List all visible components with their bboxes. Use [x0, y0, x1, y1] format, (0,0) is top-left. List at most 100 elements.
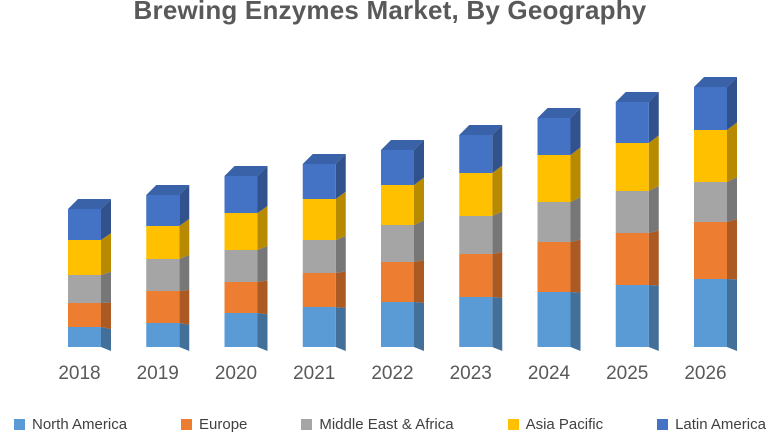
bar-side-2018-asia-pacific [101, 233, 111, 275]
bar-side-2020-latin-america [257, 166, 268, 213]
bar-side-2020-middle-east-africa [257, 246, 268, 282]
bar-side-2021-north-america [335, 307, 346, 351]
bar-top-face-2022 [381, 140, 424, 150]
legend-label-north-america: North America [32, 416, 128, 433]
legend-item-asia-pacific: Asia Pacific [507, 416, 604, 433]
bar-segment-2022-latin-america [381, 150, 414, 185]
bar-side-2022-asia-pacific [414, 177, 424, 225]
bar-segment-2025-north-america [615, 285, 649, 347]
bar-side-2025-europe [648, 230, 659, 286]
bar-side-2023-latin-america [492, 125, 503, 173]
bar-top-face-2026 [694, 77, 737, 87]
bar-side-2025-middle-east-africa [648, 186, 659, 233]
legend-label-latin-america: Latin America [675, 416, 766, 433]
bar-side-2023-asia-pacific [492, 165, 503, 216]
bar-side-2024-europe [570, 239, 581, 293]
bar-segment-2026-europe [694, 222, 727, 279]
bar-side-2026-europe [727, 219, 737, 280]
bar-segment-2018-latin-america [68, 209, 101, 240]
legend-swatch-asia-pacific [507, 419, 519, 430]
bar-segment-2021-north-america [302, 307, 336, 347]
bar-segment-2026-asia-pacific [694, 130, 727, 182]
bar-segment-2020-asia-pacific [224, 213, 258, 250]
bar-side-2026-middle-east-africa [727, 177, 737, 222]
bar-segment-2022-north-america [381, 302, 414, 347]
bar-segment-2025-latin-america [615, 102, 649, 143]
bar-segment-2020-europe [224, 282, 258, 313]
bar-side-2019-middle-east-africa [179, 254, 190, 291]
bar-segment-2018-asia-pacific [68, 240, 101, 275]
bar-side-2018-north-america [101, 327, 111, 351]
bar-segment-2019-north-america [146, 323, 180, 347]
bar-side-2024-north-america [570, 292, 581, 351]
legend-label-asia-pacific: Asia Pacific [525, 416, 604, 433]
bar-side-2023-middle-east-africa [492, 211, 503, 254]
bar-segment-2024-north-america [537, 292, 571, 347]
bar-segment-2025-asia-pacific [615, 143, 649, 191]
legend-item-middle-east-africa: Middle East & Africa [301, 416, 454, 433]
x-label-2018: 2018 [58, 363, 101, 384]
bar-side-2026-latin-america [727, 77, 737, 130]
bar-segment-2021-latin-america [302, 164, 336, 199]
bar-segment-2026-latin-america [694, 87, 727, 130]
bar-segment-2019-latin-america [146, 195, 180, 226]
bar-side-2024-asia-pacific [570, 147, 581, 202]
bar-segment-2019-middle-east-africa [146, 259, 180, 291]
legend-item-latin-america: Latin America [657, 416, 766, 433]
chart-title: Brewing Enzymes Market, By Geography [133, 0, 647, 25]
legend-item-north-america: North America [14, 416, 127, 433]
bar-side-2022-middle-east-africa [414, 220, 424, 262]
bar-segment-2018-middle-east-africa [68, 275, 101, 303]
bar-side-2026-asia-pacific [727, 122, 737, 182]
bar-segment-2023-middle-east-africa [459, 216, 493, 254]
bar-segment-2019-europe [146, 291, 180, 323]
bar-segment-2022-asia-pacific [381, 185, 414, 225]
bar-segment-2020-north-america [224, 313, 258, 347]
legend-swatch-middle-east-africa [301, 419, 313, 430]
bar-segment-2026-north-america [694, 279, 727, 347]
x-label-2023: 2023 [449, 363, 492, 384]
bar-side-2019-europe [179, 289, 190, 325]
x-label-2024: 2024 [527, 363, 571, 384]
bar-side-2024-latin-america [570, 108, 581, 155]
x-label-2022: 2022 [371, 363, 414, 384]
bar-side-2020-asia-pacific [257, 206, 268, 250]
bar-segment-2023-latin-america [459, 135, 493, 173]
bar-side-2018-europe [101, 302, 111, 329]
bar-side-2025-asia-pacific [648, 135, 659, 191]
bar-top-face-2019 [146, 185, 190, 195]
bar-side-2019-north-america [179, 323, 190, 351]
bar-side-2021-asia-pacific [335, 191, 346, 240]
legend-swatch-latin-america [657, 419, 669, 430]
bar-segment-2021-middle-east-africa [302, 240, 336, 273]
bar-side-2021-middle-east-africa [335, 235, 346, 273]
bar-segment-2023-europe [459, 254, 493, 297]
bar-side-2018-middle-east-africa [101, 271, 111, 303]
bar-side-2019-latin-america [179, 185, 190, 226]
x-label-2025: 2025 [606, 363, 649, 384]
bar-side-2018-latin-america [101, 199, 111, 240]
legend-label-europe: Europe [199, 416, 248, 433]
bar-side-2022-north-america [414, 302, 424, 351]
bar-top-face-2020 [224, 166, 268, 176]
bar-segment-2022-europe [381, 262, 414, 302]
x-label-2021: 2021 [293, 363, 336, 384]
bar-segment-2018-europe [68, 303, 101, 327]
legend-swatch-north-america [14, 419, 25, 430]
bar-side-2021-europe [335, 271, 346, 308]
bar-segment-2022-middle-east-africa [381, 225, 414, 262]
bar-side-2023-europe [492, 251, 503, 298]
bar-side-2022-europe [414, 259, 424, 303]
bar-segment-2025-europe [615, 233, 649, 285]
bar-side-2019-asia-pacific [179, 218, 190, 259]
bar-side-2022-latin-america [414, 140, 424, 185]
bar-side-2024-middle-east-africa [570, 197, 581, 242]
bar-top-face-2021 [302, 154, 346, 164]
bar-segment-2023-asia-pacific [459, 173, 493, 216]
bar-segment-2024-europe [537, 242, 571, 292]
bar-side-2023-north-america [492, 297, 503, 351]
bar-segment-2019-asia-pacific [146, 226, 180, 259]
bar-side-2020-north-america [257, 313, 268, 351]
bar-side-2025-north-america [648, 285, 659, 351]
